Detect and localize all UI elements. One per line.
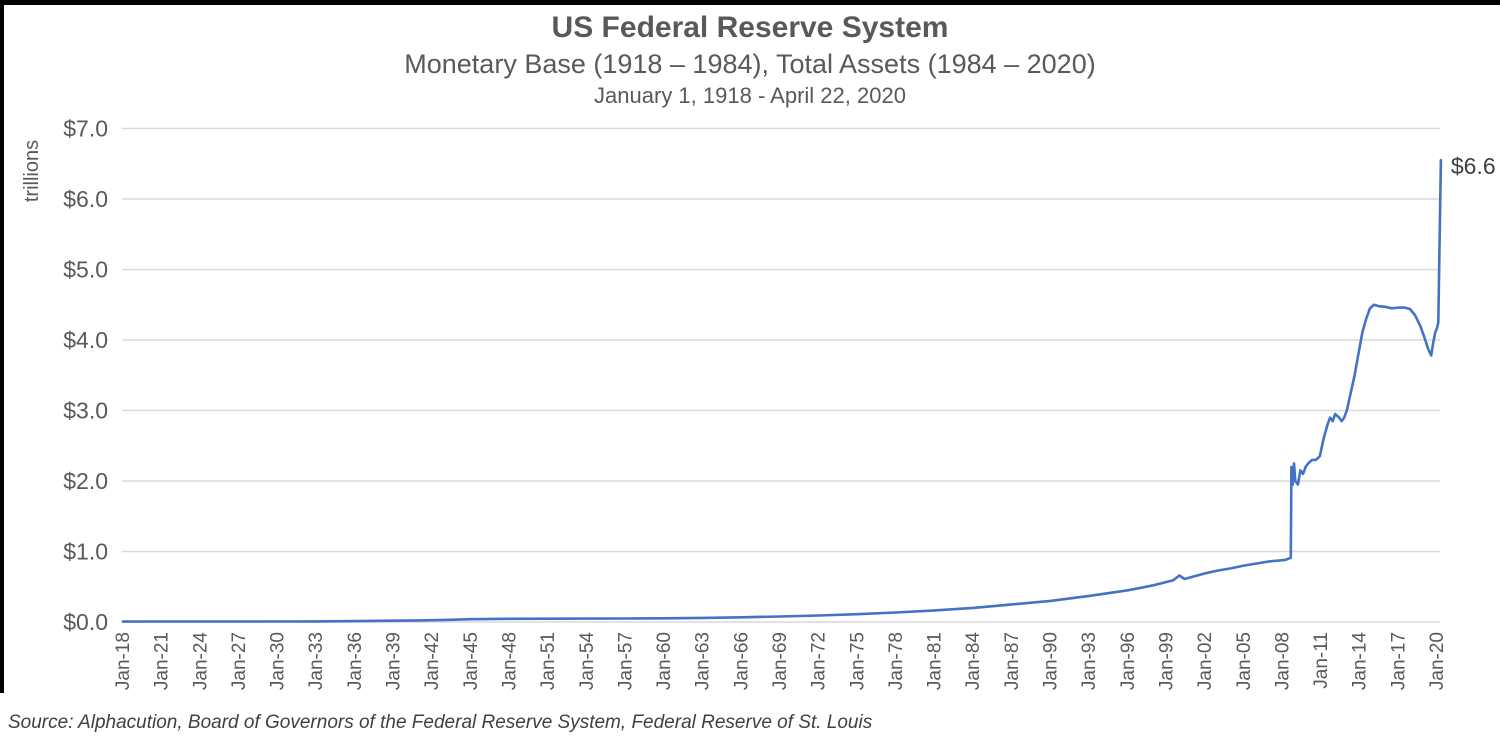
- y-tick-label: $2.0: [63, 468, 108, 494]
- chart-subtitle: Monetary Base (1918 – 1984), Total Asset…: [404, 49, 1096, 79]
- x-tick-label: Jan-17: [1388, 632, 1409, 690]
- x-tick-label: Jan-36: [345, 632, 366, 690]
- y-tick-label: $3.0: [63, 398, 108, 424]
- x-tick-label: Jan-24: [190, 632, 211, 691]
- x-tick-label: Jan-05: [1234, 632, 1255, 690]
- x-tick-label: Jan-75: [847, 632, 868, 690]
- x-tick-label: Jan-60: [654, 632, 675, 690]
- x-tick-label: Jan-66: [731, 632, 752, 690]
- x-tick-label: Jan-20: [1427, 632, 1448, 690]
- chart-date-range: January 1, 1918 - April 22, 2020: [594, 83, 906, 108]
- y-tick-label: $4.0: [63, 327, 108, 353]
- x-tick-label: Jan-42: [422, 632, 443, 690]
- chart-title: US Federal Reserve System: [551, 11, 949, 44]
- x-tick-label: Jan-18: [113, 632, 134, 690]
- x-tick-label: Jan-63: [693, 632, 714, 690]
- top-frame-border: [0, 0, 1500, 5]
- x-tick-label: Jan-93: [1079, 632, 1100, 690]
- y-tick-label: $6.0: [63, 186, 108, 212]
- x-tick-label: Jan-45: [461, 632, 482, 690]
- x-tick-label: Jan-02: [1195, 632, 1216, 690]
- x-tick-label: Jan-30: [268, 632, 289, 690]
- x-tick-label: Jan-81: [925, 632, 946, 690]
- x-tick-label: Jan-87: [1002, 632, 1023, 690]
- x-tick-label: Jan-27: [229, 632, 250, 690]
- left-frame-border: [0, 0, 4, 693]
- y-tick-label: $0.0: [63, 609, 108, 635]
- chart-header: US Federal Reserve System Monetary Base …: [0, 10, 1500, 110]
- y-tick-label: $7.0: [63, 116, 108, 142]
- x-tick-label: Jan-99: [1156, 632, 1177, 690]
- x-tick-label: Jan-57: [615, 632, 636, 690]
- y-tick-label: $1.0: [63, 539, 108, 565]
- last-value-label: $6.6: [1451, 153, 1496, 179]
- y-axis-title: trillions: [21, 140, 43, 202]
- x-tick-label: Jan-11: [1311, 632, 1332, 689]
- x-tick-label: Jan-69: [770, 632, 791, 690]
- x-tick-label: Jan-78: [886, 632, 907, 690]
- x-tick-label: Jan-33: [306, 632, 327, 690]
- x-tick-label: Jan-48: [499, 632, 520, 690]
- x-tick-label: Jan-90: [1041, 632, 1062, 690]
- x-tick-label: Jan-96: [1118, 632, 1139, 690]
- line-chart-plot: $0.0 $1.0 $2.0 $3.0 $4.0 $5.0 $6.0 $7.0 trillion…: [21, 116, 1496, 691]
- x-tick-label: Jan-08: [1272, 632, 1293, 690]
- source-note: Source: Alphacution, Board of Governors …: [8, 712, 873, 733]
- x-tick-label: Jan-14: [1350, 632, 1371, 691]
- x-tick-label: Jan-72: [809, 632, 830, 690]
- x-tick-label: Jan-84: [963, 632, 984, 691]
- x-tick-label: Jan-54: [577, 632, 598, 691]
- x-tick-label: Jan-51: [538, 632, 559, 690]
- y-tick-label: $5.0: [63, 257, 108, 283]
- x-tick-label: Jan-39: [384, 632, 405, 690]
- x-tick-label: Jan-21: [152, 632, 173, 690]
- data-series-line: [121, 158, 1443, 623]
